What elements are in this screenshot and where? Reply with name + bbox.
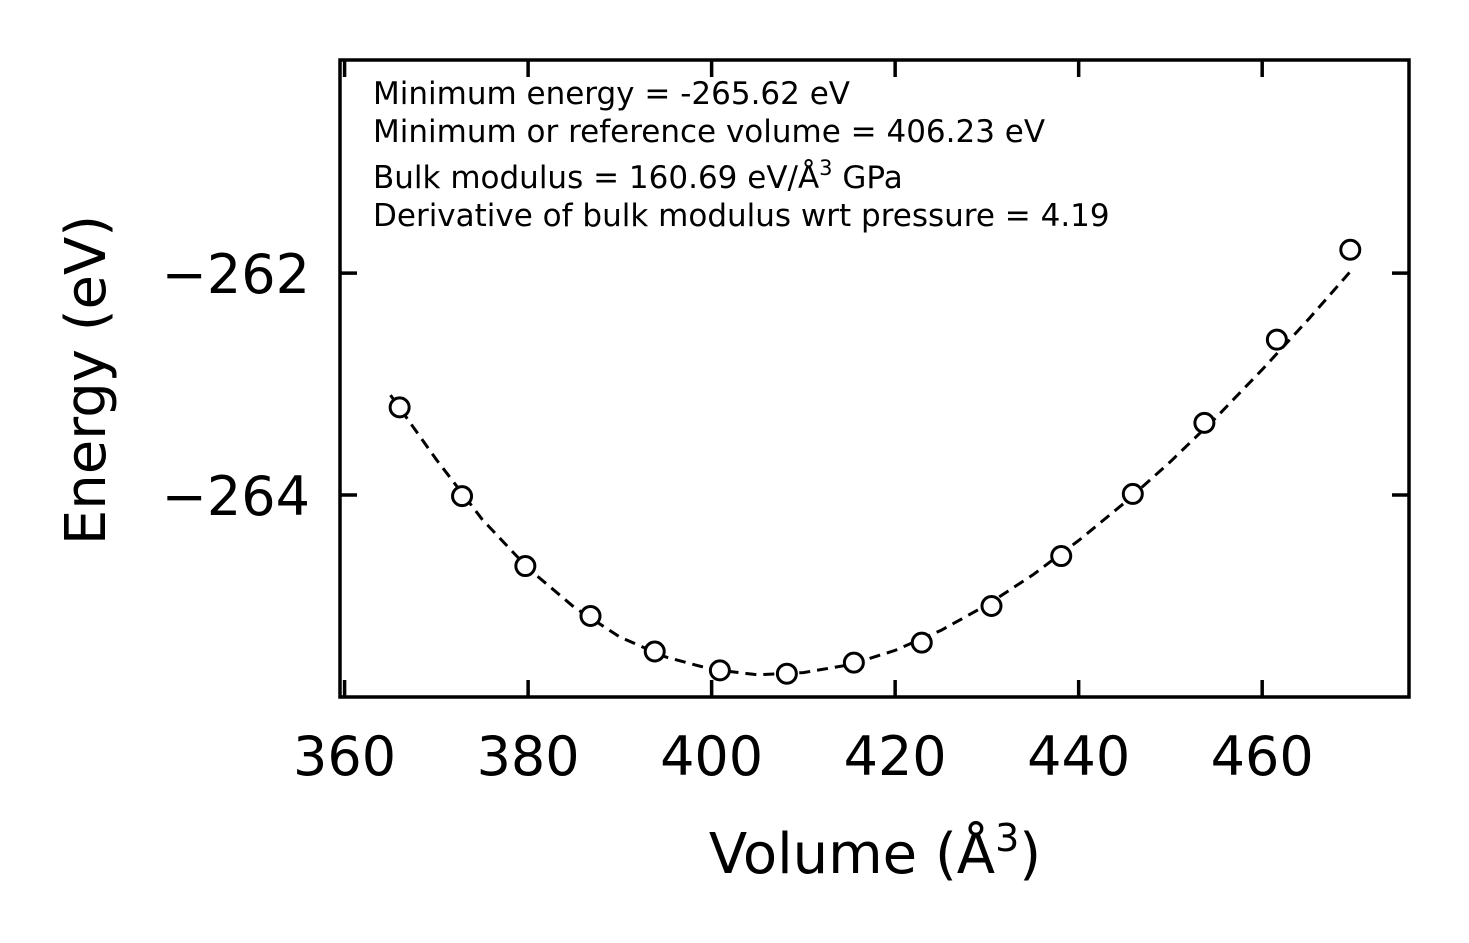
annotation-bulk-modulus-sup: 3 xyxy=(819,156,832,180)
x-tick-label: 400 xyxy=(660,725,763,788)
y-tick-label: −262 xyxy=(162,243,310,306)
data-point xyxy=(579,604,602,627)
x-axis-label-sup: 3 xyxy=(995,816,1019,860)
data-point xyxy=(514,555,537,578)
annotation-bulk-modulus-unit: GPa xyxy=(833,160,903,196)
fit-curve-layer xyxy=(389,266,1356,677)
data-point xyxy=(775,662,798,685)
data-point xyxy=(643,640,666,663)
data-point xyxy=(388,396,411,419)
data-point xyxy=(708,659,731,682)
data-point xyxy=(842,651,865,674)
annotation-bulk-modulus: Bulk modulus = 160.69 eV/Å3 GPa xyxy=(373,156,903,196)
x-tick-label: 360 xyxy=(293,725,396,788)
x-axis-label-text: Volume (Å xyxy=(709,821,995,887)
data-point xyxy=(1193,411,1216,434)
fit-curve xyxy=(389,266,1356,677)
data-point xyxy=(1339,238,1362,261)
data-point xyxy=(1050,545,1073,568)
data-point xyxy=(910,631,933,654)
y-axis-label: Energy (eV) xyxy=(54,215,119,545)
x-tick-label: 420 xyxy=(844,725,947,788)
data-point xyxy=(1265,328,1288,351)
x-tick-label: 460 xyxy=(1211,725,1314,788)
x-tick-label: 440 xyxy=(1027,725,1130,788)
data-points-layer xyxy=(388,238,1362,685)
ticks-layer: 360 380 400 420 440 460 −262 −264 xyxy=(162,60,1409,788)
annotation-bulk-modulus-text: Bulk modulus = 160.69 eV/Å xyxy=(373,160,819,196)
x-tick-label: 380 xyxy=(477,725,580,788)
annotation-bulk-derivative: Derivative of bulk modulus wrt pressure … xyxy=(373,198,1110,234)
annotation-min-energy: Minimum energy = -265.62 eV xyxy=(373,76,850,112)
data-point xyxy=(451,485,474,508)
x-axis-label: Volume (Å3) xyxy=(709,816,1041,887)
annotation-ref-volume: Minimum or reference volume = 406.23 eV xyxy=(373,114,1045,150)
data-point xyxy=(1121,482,1144,505)
x-axis-label-close: ) xyxy=(1019,822,1041,887)
y-tick-label: −264 xyxy=(162,465,310,528)
plot-frame xyxy=(338,58,1411,699)
data-point xyxy=(980,595,1003,617)
